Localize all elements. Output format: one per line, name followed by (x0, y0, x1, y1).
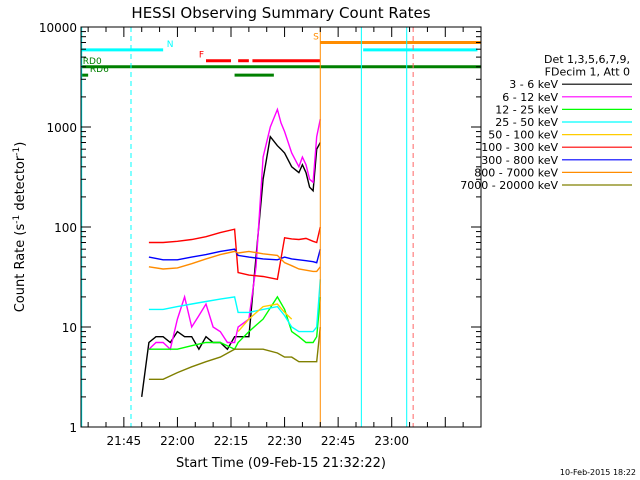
x-tick-label: 22:30 (267, 434, 302, 448)
y-tick-label: 1 (69, 421, 77, 435)
series-line-7000-20000-kev (148, 326, 321, 380)
legend-label: 6 - 12 keV (502, 91, 558, 104)
y-axis: 1 10 100 1000 10000 (39, 21, 481, 435)
state-label-f: F (199, 51, 204, 61)
series-line-100-300-kev (148, 226, 321, 281)
legend-header: Det 1,3,5,6,7,9, (544, 53, 630, 66)
y-tick-label: 10 (62, 321, 77, 335)
series-line-25-50-kev (148, 279, 321, 333)
y-axis-label: Count Rate (s-1 detector-1) (12, 142, 28, 313)
state-label-n: N (167, 40, 174, 50)
x-tick-label: 22:15 (214, 434, 249, 448)
legend-label: 7000 - 20000 keV (460, 179, 558, 192)
chart-title: HESSI Observing Summary Count Rates (131, 4, 430, 22)
series-line-800-7000-kev (148, 250, 321, 273)
y-tick-label: 10000 (39, 21, 77, 35)
state-label-rd0: RD0 (83, 57, 102, 67)
x-axis-label: Start Time (09-Feb-15 21:32:22) (176, 456, 386, 471)
x-axis: 21:45 22:00 22:15 22:30 22:45 23:00 (87, 27, 482, 448)
x-tick-label: 21:45 (107, 434, 142, 448)
series-line-12-25-kev (148, 295, 321, 351)
legend-label: 300 - 800 keV (481, 154, 558, 167)
state-label-rd6: RD6 (90, 65, 109, 75)
legend-label: 100 - 300 keV (481, 141, 558, 154)
series-line-300-800-kev (148, 248, 321, 264)
vertical-markers (81, 27, 414, 427)
legend-label: 50 - 100 keV (488, 129, 558, 142)
y-tick-label: 100 (54, 221, 77, 235)
legend-label: 800 - 7000 keV (474, 166, 558, 179)
legend-label: 3 - 6 keV (509, 78, 558, 91)
legend-label: 25 - 50 keV (495, 116, 558, 129)
legend: Det 1,3,5,6,7,9,FDecim 1, Att 03 - 6 keV… (460, 53, 632, 192)
timestamp: 10-Feb-2015 18:22 (560, 468, 636, 477)
series-layer (141, 107, 321, 397)
series-line-50-100-kev (237, 303, 293, 333)
x-tick-label: 23:00 (374, 434, 409, 448)
plot-frame (80, 26, 482, 428)
y-tick-label: 1000 (46, 121, 77, 135)
x-tick-label: 22:45 (321, 434, 356, 448)
legend-header: FDecim 1, Att 0 (545, 66, 630, 79)
x-tick-label: 22:00 (160, 434, 195, 448)
state-label-s: S (313, 32, 319, 42)
legend-label: 12 - 25 keV (495, 103, 558, 116)
